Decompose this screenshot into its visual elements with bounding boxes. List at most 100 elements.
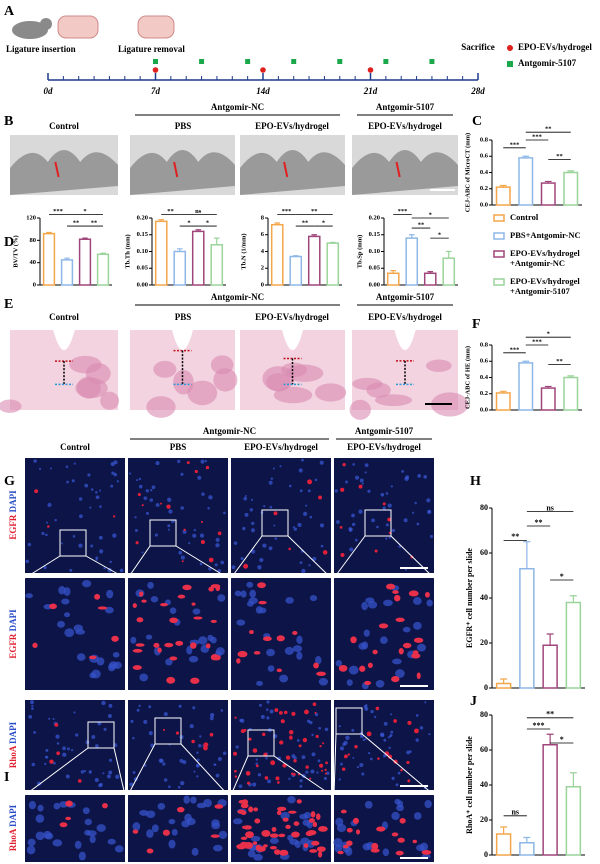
positive-signal <box>262 636 272 642</box>
panel-letter: H <box>470 474 481 489</box>
y-tick-label: 0 <box>484 850 488 859</box>
nucleus <box>177 459 181 464</box>
positive-signal <box>262 732 266 737</box>
nucleus <box>186 645 193 655</box>
nucleus <box>402 626 411 633</box>
positive-signal <box>292 772 296 776</box>
zoom-line <box>390 535 435 579</box>
nucleus <box>147 581 154 589</box>
positive-signal <box>398 647 404 655</box>
positive-signal <box>210 619 217 623</box>
positive-signal <box>375 706 380 711</box>
positive-signal <box>293 821 300 826</box>
y-axis-label: RhoA⁺ cell number per slide <box>465 736 474 834</box>
positive-signal <box>132 829 139 834</box>
zoom-box <box>247 729 275 757</box>
y-tick-label: 20 <box>480 815 488 824</box>
y-axis-label: Tb.Th (mm) <box>124 234 131 268</box>
nucleus <box>364 738 367 741</box>
nucleus <box>196 775 199 778</box>
positive-signal <box>354 744 358 749</box>
nucleus <box>37 804 44 812</box>
positive-signal <box>421 849 432 855</box>
positive-signal <box>132 665 142 670</box>
positive-signal <box>315 813 321 820</box>
nucleus <box>354 475 360 480</box>
nucleus <box>250 549 256 554</box>
positive-signal <box>54 722 59 727</box>
nucleus <box>72 535 76 538</box>
nucleus <box>199 533 205 538</box>
sig-label: *** <box>533 721 545 730</box>
defect-mark <box>54 161 60 178</box>
group-label: Antgomir-5107 <box>376 102 435 112</box>
nucleus <box>143 719 148 724</box>
positive-signal <box>271 826 277 832</box>
nucleus <box>311 752 316 757</box>
group-label: PBS <box>170 442 187 452</box>
positive-signal <box>372 649 378 655</box>
nucleus <box>293 756 297 760</box>
nucleus <box>240 590 247 598</box>
positive-signal <box>370 848 380 853</box>
nucleus <box>251 521 255 526</box>
nucleus <box>342 742 346 747</box>
error-bar <box>546 633 554 646</box>
y-tick-label: 8 <box>261 214 265 221</box>
nucleus <box>138 484 143 489</box>
nucleus <box>299 489 303 493</box>
y-tick-label: 6 <box>261 231 265 238</box>
positive-signal <box>382 502 386 506</box>
positive-signal <box>378 623 389 629</box>
nucleus <box>114 845 124 853</box>
nucleus <box>197 744 202 748</box>
nucleus <box>415 738 419 742</box>
treatment-square <box>245 59 251 64</box>
bar <box>42 232 56 286</box>
group-label: Antgomir-5107 <box>355 426 414 436</box>
tick-label: 21d <box>363 86 378 96</box>
nucleus <box>288 484 292 488</box>
positive-signal <box>289 736 293 740</box>
nucleus <box>66 747 70 751</box>
fluorescence-image <box>334 700 434 790</box>
zoom-box <box>59 529 87 557</box>
nucleus <box>200 459 205 464</box>
nucleus <box>209 712 215 718</box>
error-bar <box>408 234 415 239</box>
nucleus <box>56 742 60 745</box>
nucleus <box>167 524 171 528</box>
positive-signal <box>318 825 328 832</box>
nucleus <box>184 813 192 822</box>
nucleus <box>268 546 273 551</box>
nucleus <box>167 528 170 531</box>
nucleus <box>78 497 83 501</box>
positive-signal <box>32 642 38 648</box>
positive-signal <box>236 658 241 664</box>
sig-label: *** <box>510 141 520 148</box>
nucleus <box>141 551 144 554</box>
legend-swatch <box>493 214 505 222</box>
sig-label: *** <box>510 346 520 353</box>
error-bar <box>567 375 575 378</box>
error-bar <box>158 219 165 222</box>
positive-signal <box>253 651 261 655</box>
nucleus <box>119 568 124 573</box>
bar <box>563 171 579 206</box>
nucleus <box>260 714 265 719</box>
positive-signal <box>393 719 397 723</box>
nucleus <box>265 757 268 760</box>
positive-signal <box>49 603 57 610</box>
positive-signal <box>169 656 178 661</box>
nucleus <box>85 740 90 745</box>
positive-signal <box>416 672 421 680</box>
fluorescence-image <box>25 458 125 573</box>
positive-signal <box>292 630 298 635</box>
microct-bone <box>130 150 235 195</box>
mouse-icon <box>12 21 48 39</box>
marker-name: EGFR <box>8 633 18 659</box>
y-tick-label: 20 <box>480 638 488 647</box>
group-label: Antgomir-NC <box>211 292 264 302</box>
positive-signal <box>402 642 412 649</box>
legend-swatch <box>493 278 505 286</box>
